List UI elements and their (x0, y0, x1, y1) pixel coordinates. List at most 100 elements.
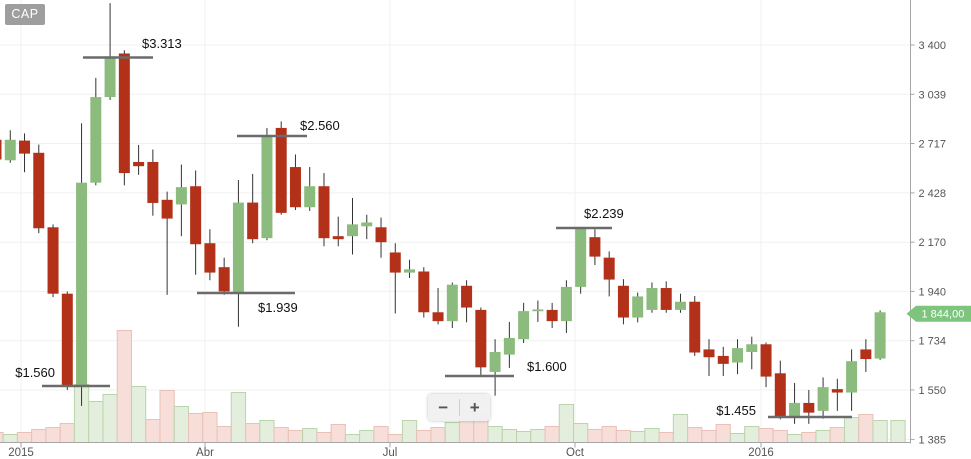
candle-down (318, 186, 330, 239)
x-tick-label: Abr (196, 447, 214, 459)
volume-bar (658, 432, 674, 443)
volume-bar (786, 434, 803, 443)
candle-up (632, 296, 644, 318)
candle-down (860, 349, 872, 360)
candle-up (347, 224, 358, 237)
volume-bar (159, 390, 175, 443)
volume-bar (558, 404, 575, 443)
y-tick-label: 1 734 (919, 336, 947, 348)
candle-down (375, 227, 387, 243)
zoom-out-button[interactable]: − (438, 398, 449, 417)
y-tick-label: 2 170 (919, 237, 947, 249)
candle-up (518, 311, 530, 340)
candle-down (689, 301, 701, 353)
annotation-label: $2.239 (584, 206, 624, 221)
last-price-badge (906, 305, 971, 322)
volume-bar (687, 427, 703, 443)
y-tick-label: 2 428 (919, 188, 947, 200)
candle-up (90, 97, 102, 183)
candle-down (803, 402, 815, 413)
annotation-label: $1.455 (716, 403, 756, 418)
zoom-divider (458, 399, 460, 416)
candle-up (76, 182, 88, 386)
candle-down (118, 53, 130, 174)
volume-bar (744, 426, 760, 443)
candle-up (446, 284, 458, 322)
volume-bar (801, 432, 817, 443)
volume-bar (758, 428, 774, 443)
volume-bar (444, 422, 460, 443)
candle-up (503, 337, 515, 355)
volume-bar (188, 413, 204, 443)
volume-bar (573, 423, 589, 443)
candle-down (0, 139, 2, 160)
candle-up (489, 352, 501, 372)
volume-bar (273, 427, 289, 443)
volume-bar (245, 423, 261, 443)
volume-bar (401, 420, 418, 443)
candle-down (703, 349, 715, 358)
volume-bar (544, 426, 560, 443)
y-tick-label: 2 717 (919, 138, 947, 150)
candle-up (560, 286, 572, 322)
candle-down (147, 161, 159, 203)
zoom-controls: − + (428, 394, 490, 421)
volume-bar (2, 434, 18, 443)
candle-down (717, 355, 729, 364)
volume-bar (145, 419, 161, 443)
candle-up (175, 187, 187, 205)
volume-bar (344, 434, 361, 443)
candle-up (104, 56, 116, 98)
volume-bar (630, 431, 646, 443)
candle-up (261, 136, 273, 239)
volume-bar (416, 430, 432, 443)
candle-down (603, 257, 615, 280)
volume-bar (88, 401, 104, 443)
volume-bar (829, 427, 845, 443)
symbol-badge: CAP (5, 4, 45, 25)
volume-bar (16, 432, 33, 443)
y-tick-label: 3 039 (919, 89, 947, 101)
last-price-label: 1 844,00 (922, 309, 965, 321)
candle-up (404, 269, 416, 273)
volume-bar (259, 420, 275, 443)
x-tick-label: 2015 (8, 447, 34, 459)
volume-bar (359, 430, 375, 443)
volume-bar (130, 386, 147, 443)
candle-down (47, 227, 59, 294)
candle-down (589, 237, 601, 257)
volume-bar (387, 434, 403, 443)
volume-bar (772, 430, 788, 443)
candle-up (789, 402, 801, 418)
volume-bar (487, 426, 503, 443)
volume-bar (872, 420, 888, 443)
zoom-in-button[interactable]: + (469, 398, 480, 417)
volume-bar (530, 429, 546, 443)
volume-bar (501, 429, 517, 443)
annotation-label: $1.600 (527, 359, 567, 374)
volume-bar (302, 428, 318, 443)
candle-down (831, 389, 843, 393)
volume-bar (430, 427, 446, 443)
y-tick-label: 1 385 (919, 434, 947, 446)
volume-bar (102, 394, 118, 443)
candle-down (247, 202, 259, 240)
volume-bar (615, 430, 632, 443)
x-tick-label: 2016 (748, 447, 774, 459)
candle-down (418, 271, 430, 313)
candle-down (475, 309, 487, 368)
candle-down (133, 161, 145, 167)
x-tick-label: Oct (566, 447, 585, 459)
volume-bar (116, 330, 132, 443)
candle-down (760, 344, 772, 377)
candle-down (332, 236, 344, 240)
candle-down (546, 309, 558, 322)
volume-bar (373, 426, 389, 443)
annotation-label: $2.560 (300, 118, 340, 133)
y-tick-label: 3 400 (919, 40, 947, 52)
volume-bar (843, 417, 860, 443)
volume-bar (815, 430, 831, 443)
candle-up (746, 344, 758, 353)
